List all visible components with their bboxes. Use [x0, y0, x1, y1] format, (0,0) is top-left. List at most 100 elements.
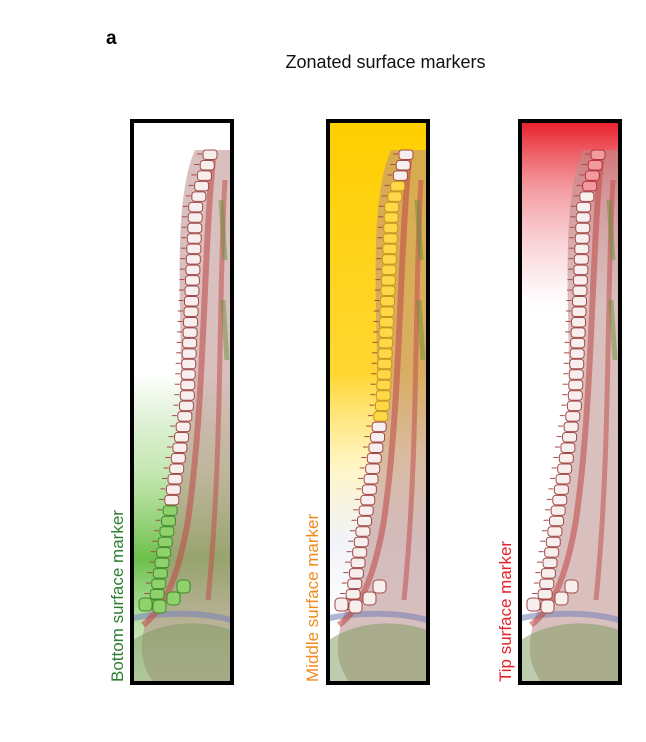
epithelial-cell	[175, 421, 191, 433]
epithelial-cell	[584, 170, 600, 181]
epithelial-cell	[169, 463, 185, 474]
crypt-cell	[176, 579, 191, 594]
epithelial-cell	[383, 222, 399, 234]
epithelial-cell	[392, 170, 408, 181]
epithelial-cell	[379, 306, 395, 317]
blood-vessel	[329, 610, 427, 623]
epithelial-cell	[390, 180, 406, 192]
epithelial-cell	[558, 452, 574, 464]
crypt-cell	[564, 579, 579, 594]
epithelial-cell	[574, 233, 590, 244]
epithelial-cell	[384, 201, 400, 213]
panel-frame-bottom	[130, 119, 234, 685]
lacteal	[218, 199, 230, 361]
crypt-cell	[540, 599, 555, 614]
crypt-cell	[334, 597, 349, 612]
epithelial-cell	[382, 233, 398, 244]
epithelial-cell	[180, 379, 196, 391]
epithelial-cell	[194, 180, 210, 192]
epithelial-cell	[184, 275, 200, 286]
epithelial-cell	[370, 432, 386, 443]
villus-illustration-tip	[521, 149, 619, 682]
crypt-cell	[152, 599, 167, 614]
epithelial-cell	[182, 337, 198, 349]
panel-tip	[518, 119, 622, 685]
epithelial-cell	[363, 473, 379, 485]
epithelial-cell	[571, 306, 587, 317]
epithelial-cell	[196, 170, 212, 181]
epithelial-cell	[576, 201, 592, 213]
epithelial-cell	[186, 233, 202, 244]
epithelial-cell	[547, 526, 563, 537]
epithelial-cell	[366, 452, 382, 464]
epithelial-cell	[183, 306, 199, 317]
epithelial-cell	[587, 159, 603, 171]
epithelial-cell	[172, 442, 188, 454]
epithelial-cell	[186, 243, 202, 255]
epithelial-cell	[378, 327, 394, 338]
epithelial-cell	[187, 222, 203, 234]
epithelial-cell	[562, 432, 578, 443]
epithelial-cell	[380, 285, 396, 297]
crypt-cell	[554, 591, 569, 606]
epithelial-cell	[188, 201, 204, 213]
epithelial-cell	[177, 411, 193, 422]
epithelial-cell	[379, 316, 395, 328]
epithelial-cell	[361, 484, 377, 495]
epithelial-cell	[570, 337, 586, 349]
crypt-cell	[348, 599, 363, 614]
epithelial-cell	[574, 243, 590, 255]
epithelial-cell	[572, 275, 588, 286]
epithelial-cell	[185, 254, 201, 265]
epithelial-cell	[149, 589, 165, 600]
epithelial-cell	[566, 400, 582, 412]
lacteal	[414, 199, 426, 361]
panel-middle	[326, 119, 430, 685]
epithelial-cell	[395, 159, 411, 171]
epithelial-cell	[540, 568, 556, 579]
epithelial-cell	[377, 348, 393, 359]
blood-vessel	[521, 610, 619, 623]
epithelial-cell	[157, 536, 173, 548]
epithelial-cell	[575, 222, 591, 234]
lacteal	[606, 199, 618, 361]
epithelial-cell	[539, 578, 555, 590]
capillary	[337, 159, 412, 628]
epithelial-cell	[573, 264, 589, 276]
crypt-cell	[372, 579, 387, 594]
epithelial-cell	[568, 379, 584, 391]
epithelial-cell	[183, 296, 199, 307]
epithelial-cell	[202, 149, 218, 160]
epithelial-cell	[184, 285, 200, 297]
epithelial-cell	[181, 358, 197, 370]
epithelial-cell	[377, 358, 393, 370]
submucosa-layer	[133, 623, 231, 682]
epithelial-cell	[182, 327, 198, 338]
epithelial-cell	[159, 526, 175, 537]
epithelial-cell	[569, 348, 585, 359]
epithelial-cell	[571, 296, 587, 307]
epithelial-cell	[383, 212, 399, 223]
epithelial-cell	[357, 515, 373, 527]
crypt-cell	[138, 597, 153, 612]
epithelial-cell	[575, 212, 591, 223]
epithelial-cell	[542, 557, 558, 569]
epithelial-cell	[161, 515, 177, 527]
villus-illustration-middle	[329, 149, 427, 682]
epithelial-cell	[178, 400, 194, 412]
epithelial-cell	[569, 358, 585, 370]
epithelial-cell	[185, 264, 201, 276]
epithelial-cell	[568, 369, 584, 380]
epithelial-cell	[368, 442, 384, 454]
epithelial-cell	[570, 327, 586, 338]
epithelial-cell	[537, 589, 553, 600]
villus-illustration-bottom	[133, 149, 231, 682]
crypt-cell	[362, 591, 377, 606]
epithelial-cell	[199, 159, 215, 171]
epithelial-cell	[557, 463, 573, 474]
epithelial-cell	[162, 505, 178, 516]
epithelial-cell	[183, 316, 199, 328]
epithelial-cell	[353, 536, 369, 548]
epithelial-cell	[571, 316, 587, 328]
epithelial-cell	[387, 191, 403, 202]
